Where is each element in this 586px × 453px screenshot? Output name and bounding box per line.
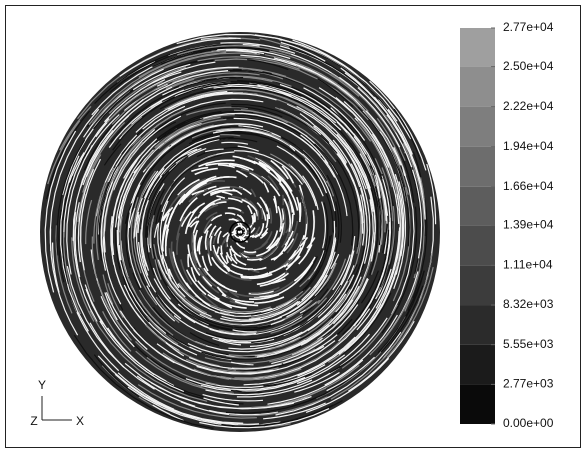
colorbar-band (460, 147, 495, 187)
pathline (188, 254, 189, 267)
pathline-field (40, 32, 440, 432)
colorbar-band (460, 305, 495, 345)
colorbar-tick-label: 2.77e+03 (503, 377, 554, 391)
colorbar-tick-label: 8.32e+03 (503, 297, 554, 311)
colorbar-tick-label: 2.22e+04 (503, 99, 554, 113)
colorbar-band (460, 225, 495, 265)
pathline (254, 213, 255, 222)
colorbar-tick-label: 1.66e+04 (503, 179, 554, 193)
colorbar-band (460, 187, 495, 226)
colorbar-tick-label: 1.39e+04 (503, 217, 554, 231)
colorbar-band (460, 345, 495, 385)
triad-x-label: X (76, 414, 84, 428)
pathline (252, 215, 253, 224)
colorbar-tick-label: 2.50e+04 (503, 59, 554, 73)
colorbar-band (460, 67, 495, 107)
colorbar-tick-label: 2.77e+04 (503, 20, 554, 34)
pathline (221, 245, 222, 254)
colorbar-band (460, 265, 495, 305)
triad-z-label: Z (30, 414, 37, 428)
colorbar-band (460, 384, 495, 424)
colorbar-band (460, 28, 495, 67)
colorbar-band (460, 107, 495, 147)
pathline (283, 195, 284, 206)
colorbar-tick-label: 1.11e+04 (503, 257, 553, 271)
triad-y-label: Y (38, 378, 46, 392)
visualization: 2.77e+04 2.50e+04 2.22e+04 1.94e+04 1.66e+04… (0, 0, 586, 453)
colorbar-tick-label: 0.00e+00 (503, 416, 554, 430)
colorbar-tick-label: 1.94e+04 (503, 139, 554, 153)
colorbar-tick-label: 5.55e+03 (503, 337, 554, 351)
